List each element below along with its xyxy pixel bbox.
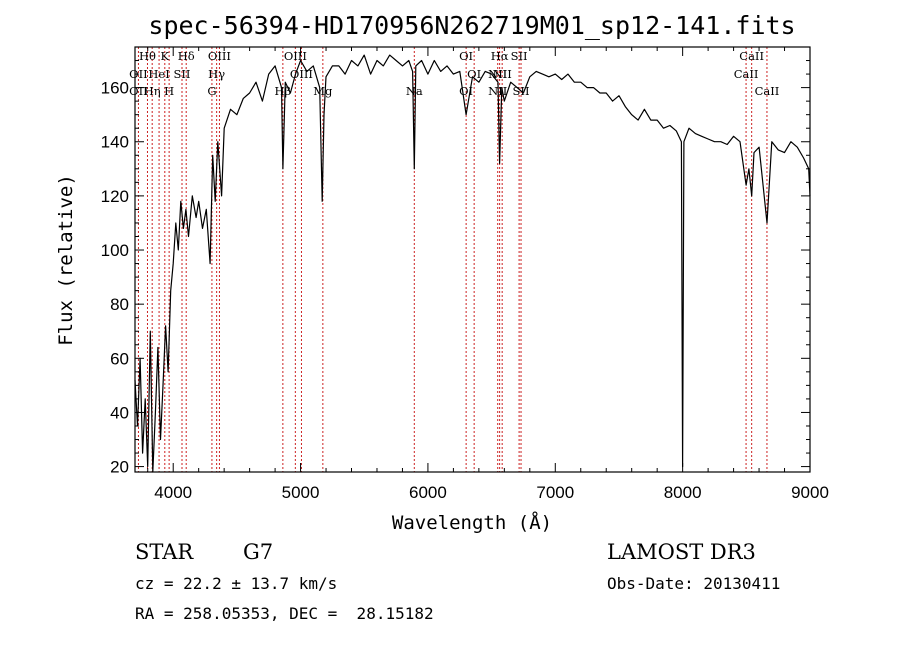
- y-tick-label: 120: [101, 187, 129, 206]
- flux-line: [134, 54, 811, 473]
- annotation-3: OIII: [208, 49, 231, 63]
- annotation-28: CaII: [755, 84, 780, 98]
- annotation-7: SII: [511, 49, 528, 63]
- annotation-2: Hδ: [178, 49, 195, 63]
- subclass: G7: [243, 540, 274, 564]
- annotation-16: NII: [488, 67, 507, 81]
- x-tick-label: 8000: [664, 483, 702, 502]
- y-tick-label: 160: [101, 79, 129, 98]
- annotation-19: Hη: [144, 84, 161, 98]
- annotation-8: CaII: [739, 49, 764, 63]
- annotation-10: HeI: [148, 67, 169, 81]
- annotation-17: CaII: [734, 67, 759, 81]
- survey-name: LAMOST DR3: [607, 540, 756, 564]
- y-tick-label: 80: [110, 295, 129, 314]
- annotation-20: H: [164, 84, 174, 98]
- flux-series: [134, 54, 811, 473]
- x-tick-label: 9000: [791, 483, 829, 502]
- x-axis-label: Wavelength (Å): [392, 511, 552, 534]
- plot-frame: [134, 46, 811, 473]
- x-tick-label: 4000: [154, 483, 192, 502]
- obs-date: Obs-Date: 20130411: [607, 574, 781, 593]
- annotation-6: Hα: [491, 49, 509, 63]
- annotation-14: OI: [467, 67, 481, 81]
- x-tick-label: 5000: [282, 483, 320, 502]
- annotation-11: SII: [174, 67, 191, 81]
- x-axis: 4000 5000 6000 7000 8000 9000: [147, 47, 829, 502]
- y-tick-label: 60: [110, 349, 129, 368]
- annotation-24: Na: [406, 84, 423, 98]
- annotation-1: K: [161, 49, 170, 63]
- annotation-21: G: [207, 84, 216, 98]
- object-class: STAR: [135, 540, 194, 564]
- y-tick-label: 100: [101, 241, 129, 260]
- annotation-5: OI: [459, 49, 473, 63]
- chart-title: spec-56394-HD170956N262719M01_sp12-141.f…: [148, 11, 795, 40]
- y-tick-label: 40: [110, 403, 129, 422]
- y-axis: 20 40 60 80 100 120 140 160: [101, 60, 810, 477]
- y-axis-label: Flux (relative): [55, 174, 77, 346]
- annotation-15: NII: [493, 67, 512, 81]
- x-tick-label: 7000: [536, 483, 574, 502]
- y-tick-label: 140: [101, 133, 129, 152]
- line-markers: [137, 47, 768, 472]
- redshift-readout: cz = 22.2 ± 13.7 km/s: [135, 574, 338, 593]
- annotation-23: Mg: [313, 84, 333, 98]
- y-tick-label: 20: [110, 458, 129, 477]
- x-tick-label: 6000: [409, 483, 447, 502]
- annotation-12: Hγ: [208, 67, 225, 81]
- annotation-0: Hθ: [139, 49, 156, 63]
- coordinates-readout: RA = 258.05353, DEC = 28.15182: [135, 604, 434, 623]
- annotation-4: OIII: [284, 49, 307, 63]
